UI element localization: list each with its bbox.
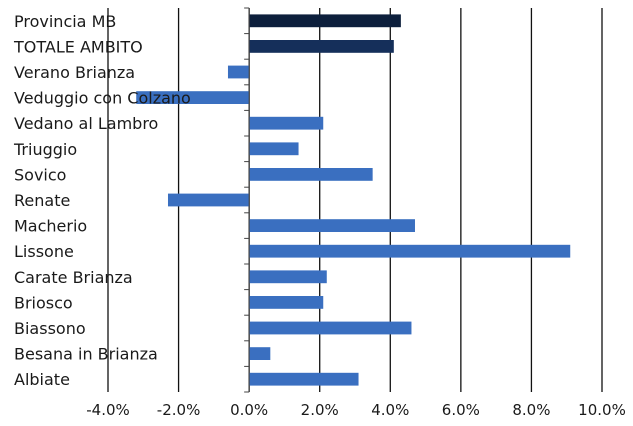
bar [249,142,299,156]
bars [136,14,571,386]
x-tick-label: 8.0% [512,401,550,419]
x-tick-labels: -4.0% -2.0% 0.0% 2.0% 4.0% 6.0% 8.0% 10.0% [86,401,626,419]
category-label: Lissone [14,242,74,261]
category-label: Carate Brianza [14,268,133,287]
x-tick-label: 10.0% [578,401,626,419]
x-tick-label: 0.0% [230,401,268,419]
category-label: Briosco [14,293,73,312]
category-label: Renate [14,191,70,210]
category-label: Biassono [14,319,86,338]
bar [249,244,571,258]
category-label: Macherio [14,217,87,236]
bar [249,40,394,53]
category-labels: Provincia MB TOTALE AMBITO Verano Brianza V… [13,12,191,389]
category-label: TOTALE AMBITO [13,37,143,56]
bar [227,65,250,79]
bar [167,193,250,207]
bar [249,347,271,360]
bar [136,91,250,104]
bar [249,219,415,232]
category-label: Provincia MB [14,12,116,31]
category-label: Verano Brianza [14,63,135,82]
bar [249,372,359,386]
x-tick-label: -4.0% [86,401,130,419]
x-tick-label: 2.0% [301,401,339,419]
bar [249,168,373,181]
category-label: Besana in Brianza [14,345,158,364]
bar [249,14,401,28]
x-tick-label: -2.0% [157,401,201,419]
bar [249,296,324,309]
category-label: Sovico [14,165,66,184]
x-tick-label: 6.0% [442,401,480,419]
bar [249,270,327,284]
category-label: Albiate [14,370,70,389]
category-label: Triuggio [13,140,77,159]
category-label: Vedano al Lambro [14,114,158,133]
bar [249,116,324,130]
bar [249,321,412,335]
x-tick-label: 4.0% [371,401,409,419]
axes [244,7,250,393]
category-label: Veduggio con Colzano [14,89,191,108]
